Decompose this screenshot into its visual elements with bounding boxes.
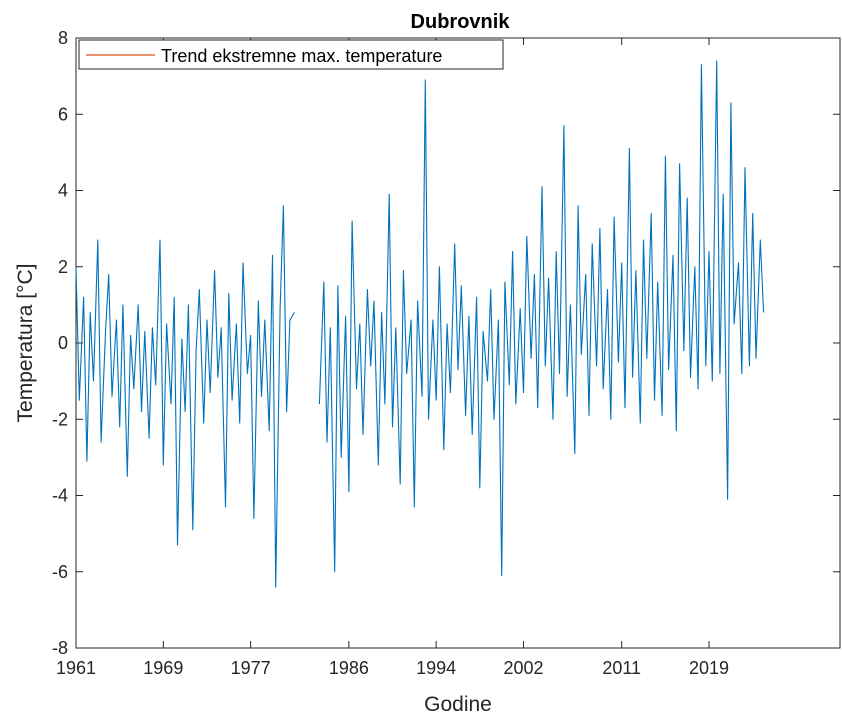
y-tick-label: -6 xyxy=(52,562,68,582)
x-axis: 1961 1969 1977 1986 1994 2002 2011 2019 xyxy=(56,38,729,678)
x-tick-label: 1969 xyxy=(143,658,183,678)
y-tick-label: 0 xyxy=(58,333,68,353)
chart-title: Dubrovnik xyxy=(411,11,511,33)
legend-entry-trend: Trend ekstremne max. temperature xyxy=(161,46,442,66)
x-tick-label: 1961 xyxy=(56,658,96,678)
x-tick-label: 2019 xyxy=(689,658,729,678)
x-tick-label: 1994 xyxy=(416,658,456,678)
y-tick-label: 6 xyxy=(58,104,68,124)
y-axis-title: Temperatura [°C] xyxy=(14,264,37,423)
x-tick-label: 2011 xyxy=(602,658,641,678)
y-tick-label: 4 xyxy=(58,181,68,201)
x-axis-title: Godine xyxy=(424,693,492,716)
x-tick-label: 1977 xyxy=(231,658,271,678)
x-tick-label: 1986 xyxy=(329,658,369,678)
legend: Trend ekstremne max. temperature xyxy=(78,39,504,70)
y-tick-label: 2 xyxy=(58,257,68,277)
y-tick-label: 8 xyxy=(58,28,68,48)
y-tick-label: -4 xyxy=(52,486,68,506)
series-line-temperature xyxy=(75,60,765,588)
y-tick-label: -2 xyxy=(52,409,68,429)
y-axis: -8 -6 -4 -2 0 2 4 6 8 xyxy=(52,28,840,658)
y-tick-label: -8 xyxy=(52,638,68,658)
series-layer xyxy=(75,60,765,588)
x-tick-label: 2002 xyxy=(503,658,543,678)
